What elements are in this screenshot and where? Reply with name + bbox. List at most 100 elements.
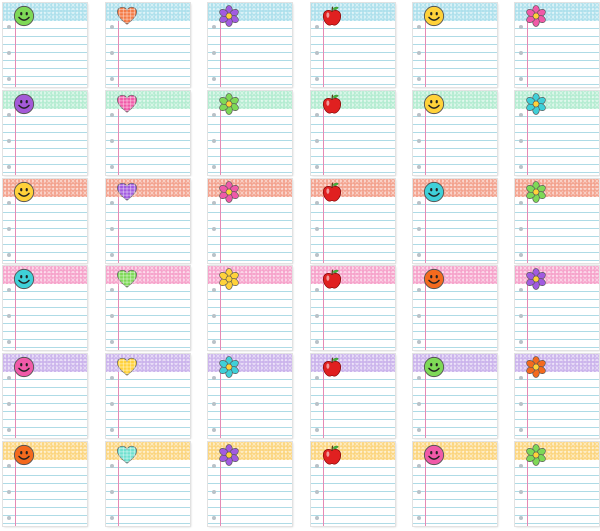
binder-hole [7,288,11,292]
binder-hole [110,227,114,231]
notepad-card [106,91,190,175]
notepad-card [413,266,497,350]
binder-hole [110,201,114,205]
flower-icon [218,5,240,27]
binder-hole [212,139,216,143]
smiley-icon [423,5,445,27]
notepad-card [208,3,292,87]
apple-icon [321,93,343,115]
binder-hole [315,165,319,169]
binder-hole [315,314,319,318]
notepad-card [208,354,292,438]
card-margin-line [527,197,528,263]
notepad-card [311,179,395,263]
card-margin-line [323,21,324,87]
card-margin-line [15,109,16,175]
binder-hole [417,428,421,432]
binder-hole [519,201,523,205]
binder-hole [212,201,216,205]
binder-hole [417,464,421,468]
binder-hole [519,51,523,55]
binder-hole [417,288,421,292]
flower-icon [218,356,240,378]
card-margin-line [220,109,221,175]
binder-hole [7,516,11,520]
heart-icon [116,181,138,203]
heart-icon [116,268,138,290]
binder-hole [417,201,421,205]
card-margin-line [323,109,324,175]
binder-hole [212,490,216,494]
binder-hole [519,165,523,169]
binder-hole [315,516,319,520]
smiley-icon [13,5,35,27]
binder-hole [519,464,523,468]
binder-hole [7,402,11,406]
binder-hole [519,227,523,231]
binder-hole [519,139,523,143]
notepad-card [208,91,292,175]
binder-hole [110,490,114,494]
card-margin-line [220,284,221,350]
binder-hole [7,51,11,55]
flower-icon [525,356,547,378]
binder-hole [519,25,523,29]
notepad-card [208,179,292,263]
card-margin-line [425,21,426,87]
notepad-card [515,354,599,438]
binder-hole [315,227,319,231]
binder-hole [7,340,11,344]
binder-hole [315,376,319,380]
notepad-card [3,354,87,438]
apple-icon [321,181,343,203]
binder-hole [417,516,421,520]
binder-hole [110,165,114,169]
notepad-card [515,266,599,350]
binder-hole [315,490,319,494]
notepad-card [311,3,395,87]
binder-hole [519,314,523,318]
card-margin-line [220,372,221,438]
binder-hole [110,77,114,81]
notepad-card [311,442,395,526]
binder-hole [519,340,523,344]
binder-hole [417,376,421,380]
binder-hole [519,288,523,292]
binder-hole [110,376,114,380]
smiley-icon [13,181,35,203]
binder-hole [212,113,216,117]
binder-hole [315,253,319,257]
binder-hole [212,464,216,468]
binder-hole [212,227,216,231]
card-margin-line [15,197,16,263]
card-margin-line [323,460,324,526]
card-margin-line [323,372,324,438]
notepad-card [413,179,497,263]
binder-hole [110,402,114,406]
binder-hole [417,227,421,231]
apple-icon [321,356,343,378]
card-margin-line [527,372,528,438]
binder-hole [7,77,11,81]
binder-hole [417,113,421,117]
binder-hole [7,113,11,117]
binder-hole [110,288,114,292]
binder-hole [7,227,11,231]
card-margin-line [425,460,426,526]
binder-hole [212,428,216,432]
binder-hole [7,428,11,432]
binder-hole [212,340,216,344]
flower-icon [525,268,547,290]
binder-hole [110,314,114,318]
notepad-card [515,442,599,526]
binder-hole [315,51,319,55]
card-margin-line [118,284,119,350]
notepad-card [208,442,292,526]
binder-hole [519,376,523,380]
notepad-card [106,179,190,263]
binder-hole [417,165,421,169]
binder-hole [417,402,421,406]
binder-hole [519,113,523,117]
notepad-card [208,266,292,350]
